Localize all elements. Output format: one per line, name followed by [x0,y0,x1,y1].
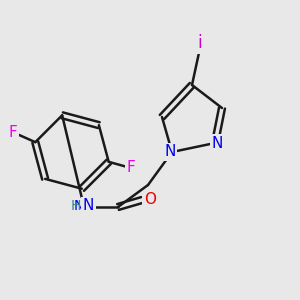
Text: N: N [82,199,94,214]
Text: N: N [164,145,176,160]
Text: NH: NH [74,199,94,213]
Text: F: F [9,125,18,140]
Text: H: H [71,199,81,213]
Text: O: O [144,193,156,208]
Text: F: F [126,160,135,175]
Text: N: N [211,136,223,151]
Text: i: i [198,34,202,52]
